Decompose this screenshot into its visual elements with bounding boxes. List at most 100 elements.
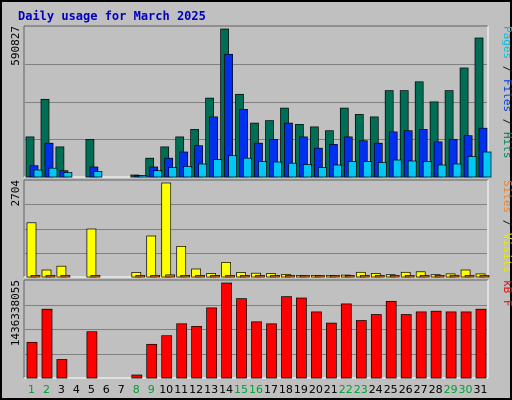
day-label-4: 4 (73, 383, 80, 396)
bar-kb-f-day-24 (370, 314, 382, 379)
bar-sites-day-25 (389, 275, 400, 278)
bar-sites-day-20 (315, 275, 325, 278)
panel-visits: 2704 Sites / Visits (9, 179, 512, 278)
chart-title: Daily usage for March 2025 (18, 9, 206, 23)
bar-kb-f-day-15 (236, 298, 247, 379)
bar-pages-day-11 (183, 166, 193, 178)
day-label-17: 17 (264, 383, 278, 396)
bar-pages-day-14 (228, 155, 237, 178)
bar-kb-f-day-22 (340, 303, 352, 379)
bar-pages-day-1 (33, 169, 43, 178)
bar-pages-day-19 (303, 164, 312, 178)
day-label-31: 31 (474, 383, 488, 396)
bar-pages-day-15 (243, 157, 252, 178)
panel-visits-plot-area (24, 180, 488, 277)
day-label-26: 26 (399, 383, 413, 396)
bar-kb-f-day-17 (266, 323, 277, 379)
day-label-13: 13 (204, 383, 218, 396)
day-label-23: 23 (354, 383, 368, 396)
day-label-19: 19 (294, 383, 308, 396)
bar-sites-day-30 (464, 275, 475, 278)
bar-visits-day-14 (221, 262, 231, 278)
bar-pages-day-8 (138, 175, 148, 178)
bar-kb-f-day-26 (400, 314, 412, 379)
day-label-22: 22 (339, 383, 353, 396)
bar-pages-day-27 (422, 161, 432, 178)
bar-kb-f-day-5 (86, 331, 98, 379)
bar-kb-f-day-11 (176, 323, 188, 379)
bar-pages-day-12 (198, 163, 207, 178)
day-label-25: 25 (384, 383, 398, 396)
bar-pages-day-25 (392, 159, 402, 178)
bar-visits-day-10 (161, 182, 172, 278)
bar-sites-day-26 (404, 275, 415, 278)
day-label-11: 11 (174, 383, 188, 396)
day-label-12: 12 (189, 383, 203, 396)
bar-pages-day-18 (288, 162, 297, 178)
bar-pages-day-17 (273, 161, 282, 178)
bar-sites-day-1 (30, 275, 41, 278)
panel-traffic: 590827 Pages / Files / Hits (9, 25, 512, 178)
day-label-7: 7 (118, 383, 125, 396)
bar-sites-day-13 (210, 275, 220, 278)
bar-sites-day-19 (300, 275, 310, 278)
day-label-29: 29 (444, 383, 458, 396)
day-label-6: 6 (103, 383, 110, 396)
bar-sites-day-21 (330, 275, 340, 278)
bar-sites-day-11 (180, 275, 191, 278)
day-labels: 1 2 3 4 5 6 7 8 9 10 11 12 13 14 15 16 17 18 19 20 21 22 23 24 2… (28, 383, 488, 396)
bar-kb-f-day-20 (311, 311, 322, 379)
bar-kb-f-day-25 (385, 300, 397, 379)
bar-sites-day-27 (419, 275, 430, 278)
bar-visits-day-9 (146, 235, 157, 278)
day-label-14: 14 (219, 383, 233, 396)
panel-kbytes: 1436338055 kB F (9, 279, 512, 379)
bar-kb-f-day-18 (281, 296, 292, 379)
bar-sites-day-18 (285, 275, 295, 278)
bar-kb-f-day-21 (326, 322, 337, 379)
bar-kb-f-day-2 (41, 308, 53, 379)
panel-traffic-legend: Pages / Files / Hits (501, 26, 512, 159)
bar-sites-day-10 (165, 274, 176, 278)
panel-visits-legend: Sites / Visits (501, 180, 512, 273)
bar-kb-f-day-28 (430, 310, 442, 379)
day-label-9: 9 (148, 383, 155, 396)
bar-pages-day-3 (63, 172, 73, 178)
bar-kb-f-day-8 (131, 374, 143, 379)
bar-kb-f-day-31 (475, 308, 487, 379)
bar-pages-day-16 (258, 161, 267, 178)
bar-pages-day-26 (407, 160, 417, 178)
bar-kb-f-day-1 (26, 341, 38, 379)
bar-sites-day-14 (225, 275, 235, 278)
bar-sites-day-29 (449, 275, 460, 278)
bar-sites-day-22 (344, 275, 355, 278)
day-label-16: 16 (249, 383, 263, 396)
bar-pages-day-31 (482, 151, 492, 178)
day-label-15: 15 (234, 383, 248, 396)
bar-visits-day-1 (26, 222, 37, 278)
bar-kb-f-day-14 (221, 282, 232, 379)
bar-kb-f-day-13 (206, 307, 217, 379)
bar-kb-f-day-16 (251, 321, 262, 379)
chart-panels: 590827 Pages / Files / Hits 2704 Sites / Vi… (9, 25, 512, 379)
bar-sites-day-24 (374, 275, 385, 278)
day-label-5: 5 (88, 383, 95, 396)
bar-pages-day-10 (168, 167, 178, 178)
bar-kb-f-day-12 (191, 326, 202, 379)
bar-kb-f-day-9 (146, 343, 158, 379)
bar-kb-f-day-27 (415, 311, 427, 379)
bar-kb-f-day-19 (296, 297, 307, 379)
panel-visits-max-label: 2704 (9, 180, 22, 207)
bar-sites-day-8 (135, 275, 146, 278)
bar-kb-f-day-30 (460, 311, 472, 379)
bar-pages-day-20 (318, 167, 327, 178)
bar-pages-day-24 (377, 162, 387, 178)
bar-pages-day-30 (467, 156, 477, 178)
day-label-1: 1 (28, 383, 35, 396)
bar-sites-day-16 (255, 275, 265, 278)
day-label-20: 20 (309, 383, 323, 396)
bar-kb-f-day-29 (445, 311, 457, 379)
bar-visits-day-5 (86, 228, 97, 278)
bar-sites-day-28 (434, 275, 445, 278)
